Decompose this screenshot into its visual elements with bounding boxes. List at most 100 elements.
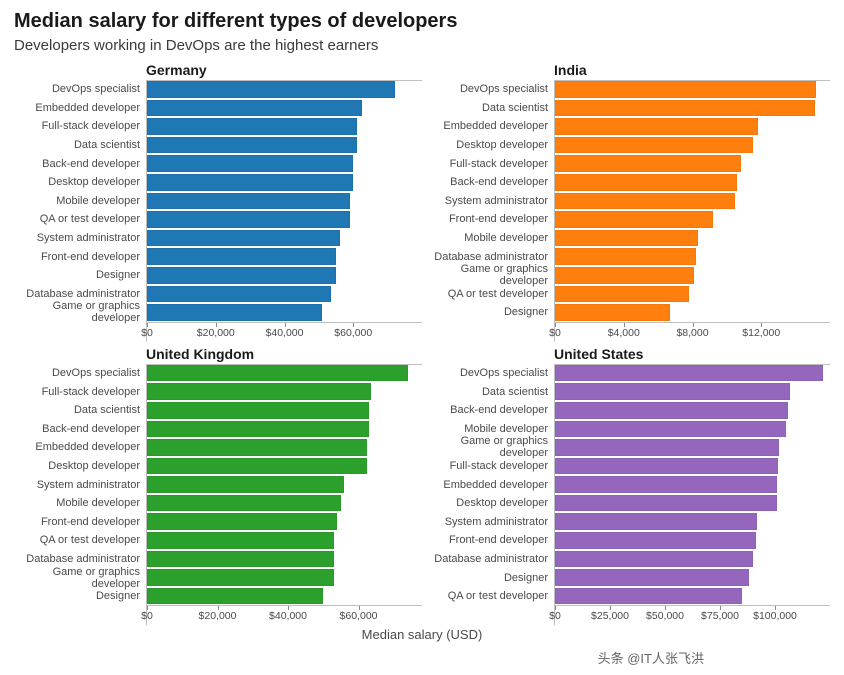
bar-row: Full-stack developer (422, 457, 830, 476)
category-label: QA or test developer (422, 587, 554, 606)
category-label: Front-end developer (422, 210, 554, 229)
panel-title: Germany (146, 62, 207, 78)
bar (147, 383, 371, 400)
plot-area (554, 568, 830, 587)
bar-row: Data scientist (14, 136, 422, 155)
category-label: Designer (14, 266, 146, 285)
bar (555, 248, 696, 265)
bar-row: Back-end developer (14, 154, 422, 173)
bar-row: QA or test developer (14, 531, 422, 550)
bar (147, 495, 341, 512)
bar-row: Full-stack developer (14, 382, 422, 401)
bar (147, 100, 362, 117)
category-label: Embedded developer (14, 438, 146, 457)
bar-row: DevOps specialist (422, 364, 830, 383)
category-label: Game or graphics developer (422, 438, 554, 457)
plot-area (554, 364, 830, 383)
bar-row: Back-end developer (422, 401, 830, 420)
bar-row: Data scientist (422, 99, 830, 118)
category-label: System administrator (14, 475, 146, 494)
bar-row: Embedded developer (14, 438, 422, 457)
plot-area (146, 173, 422, 192)
category-label: Full-stack developer (14, 117, 146, 136)
category-label: Mobile developer (422, 229, 554, 248)
bar (147, 551, 334, 568)
bar-row: Embedded developer (14, 99, 422, 118)
plot-area (554, 550, 830, 569)
x-tick-label: $40,000 (266, 327, 304, 339)
plot-area (554, 475, 830, 494)
category-label: QA or test developer (14, 531, 146, 550)
bar-row: Mobile developer (14, 494, 422, 513)
plot-area (146, 80, 422, 99)
bar-row: Designer (422, 303, 830, 322)
plot-area (554, 420, 830, 439)
plot-area (146, 210, 422, 229)
category-label: Full-stack developer (422, 457, 554, 476)
bar (555, 365, 823, 382)
bar (147, 304, 322, 321)
bar (147, 365, 408, 382)
bar (555, 551, 753, 568)
bar (555, 118, 758, 135)
bar-row: Front-end developer (14, 247, 422, 266)
bar-row: Designer (14, 266, 422, 285)
bar-row: DevOps specialist (422, 80, 830, 99)
x-tick-label: $0 (141, 610, 153, 622)
x-tick-label: $20,000 (197, 327, 235, 339)
plot-area (146, 550, 422, 569)
bar (555, 383, 790, 400)
bar (555, 588, 742, 605)
bar (147, 569, 334, 586)
plot-area (554, 512, 830, 531)
bar-row: Designer (422, 568, 830, 587)
bar-row: Game or graphics developer (422, 438, 830, 457)
x-axis: $0$20,000$40,000$60,000 (14, 605, 422, 625)
bar-row: Full-stack developer (422, 154, 830, 173)
plot-area (146, 438, 422, 457)
x-tick-label: $0 (549, 610, 561, 622)
bar (555, 267, 694, 284)
plot-area (146, 475, 422, 494)
category-label: DevOps specialist (422, 80, 554, 99)
plot-area (146, 494, 422, 513)
bar-row: Back-end developer (14, 420, 422, 439)
bar-row: Data scientist (422, 382, 830, 401)
watermark-text: 头条 @IT人张飞洪 (598, 648, 704, 667)
bar (147, 588, 323, 605)
plot-area (146, 285, 422, 304)
category-label: Embedded developer (422, 117, 554, 136)
bar-row: System administrator (14, 229, 422, 248)
bar-row: System administrator (422, 512, 830, 531)
x-axis-label: Median salary (USD) (14, 627, 830, 642)
plot-area (554, 266, 830, 285)
bar (555, 532, 756, 549)
category-label: Mobile developer (14, 192, 146, 211)
x-tick-label: $60,000 (334, 327, 372, 339)
bar (555, 495, 777, 512)
bar (555, 476, 777, 493)
plot-area (146, 99, 422, 118)
x-tick-label: $60,000 (340, 610, 378, 622)
category-label: Back-end developer (422, 173, 554, 192)
bar-row: Embedded developer (422, 117, 830, 136)
bar (147, 439, 367, 456)
bar-row: DevOps specialist (14, 364, 422, 383)
plot-area (554, 229, 830, 248)
bar-row: Game or graphics developer (14, 568, 422, 587)
bar (555, 569, 749, 586)
plot-area (146, 457, 422, 476)
bar-row: Game or graphics developer (422, 266, 830, 285)
bar (555, 193, 735, 210)
plot-area (146, 247, 422, 266)
panel-germany: GermanyDevOps specialistEmbedded develop… (14, 62, 422, 342)
category-label: Game or graphics developer (422, 266, 554, 285)
bar-row: Game or graphics developer (14, 303, 422, 322)
bar-row: Front-end developer (14, 512, 422, 531)
x-axis: $0$25,000$50,000$75,000$100,000 (422, 605, 830, 625)
plot-area (146, 364, 422, 383)
plot-area (146, 117, 422, 136)
category-label: System administrator (14, 229, 146, 248)
category-label: Desktop developer (14, 173, 146, 192)
x-tick-label: $8,000 (676, 327, 708, 339)
